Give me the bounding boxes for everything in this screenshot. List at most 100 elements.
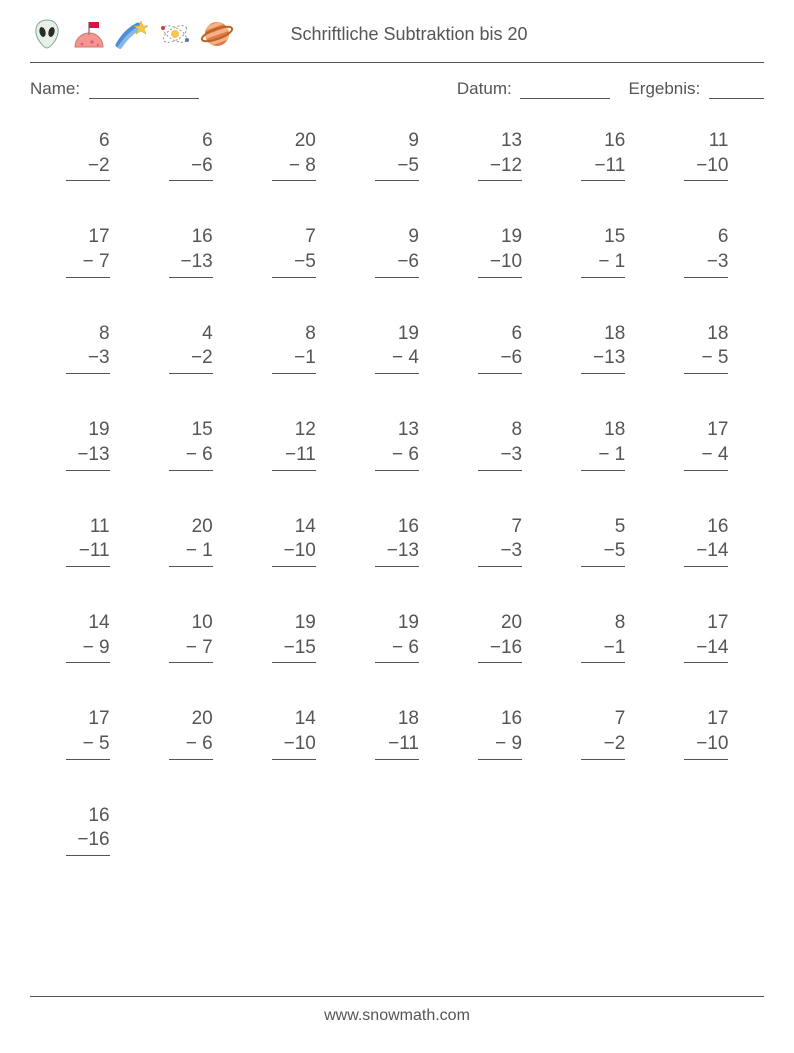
info-row: Name: Datum: Ergebnis:	[30, 79, 764, 99]
problem-top: 8	[478, 418, 522, 443]
problem-bottom: − 8	[272, 154, 316, 179]
problem-bottom: −14	[684, 636, 728, 661]
header-icons	[30, 17, 234, 51]
problem-rule	[375, 277, 419, 280]
problem-rule	[581, 470, 625, 473]
problem-bottom: −10	[272, 539, 316, 564]
problem-bottom: −13	[66, 443, 110, 468]
name-label: Name:	[30, 79, 80, 98]
problem: 18−13	[552, 322, 655, 376]
problem-bottom: − 6	[375, 443, 419, 468]
problem-rule	[66, 277, 110, 280]
problem-top: 20	[478, 611, 522, 636]
problem-top: 15	[581, 225, 625, 250]
problem: 8−1	[242, 322, 345, 376]
problem-rule	[169, 662, 213, 665]
problem-bottom: −11	[272, 443, 316, 468]
problem-bottom: −12	[478, 154, 522, 179]
problem-rule	[684, 662, 728, 665]
problem-rule	[478, 470, 522, 473]
problem-top: 9	[375, 225, 419, 250]
problem-bottom: −11	[581, 154, 625, 179]
problem: 17− 4	[655, 418, 758, 472]
problem-top: 8	[66, 322, 110, 347]
problem-bottom: −2	[66, 154, 110, 179]
problem: 8−1	[552, 611, 655, 665]
problem-top: 6	[478, 322, 522, 347]
problem-rule	[375, 759, 419, 762]
problem-bottom: − 6	[375, 636, 419, 661]
problem-bottom: −1	[581, 636, 625, 661]
problem-rule	[684, 277, 728, 280]
problem-bottom: −10	[684, 154, 728, 179]
problems-grid: 6−26−620− 89−513−1216−1111−1017− 716−137…	[30, 129, 764, 858]
problem: 14−10	[242, 515, 345, 569]
result-blank[interactable]	[709, 82, 764, 99]
name-blank[interactable]	[89, 82, 199, 99]
problem-top: 20	[272, 129, 316, 154]
problem: 17− 5	[36, 707, 139, 761]
problem-top: 13	[478, 129, 522, 154]
problem-rule	[684, 470, 728, 473]
problem-rule	[66, 662, 110, 665]
problem-bottom: −3	[66, 346, 110, 371]
problem-rule	[66, 373, 110, 376]
problem: 13−12	[449, 129, 552, 183]
problem-bottom: − 1	[169, 539, 213, 564]
page-title: Schriftliche Subtraktion bis 20	[234, 24, 584, 45]
problem-bottom: −3	[684, 250, 728, 275]
problem: 13− 6	[345, 418, 448, 472]
problem-top: 16	[169, 225, 213, 250]
problem-top: 16	[581, 129, 625, 154]
problem-top: 8	[581, 611, 625, 636]
problem: 5−5	[552, 515, 655, 569]
problem-rule	[684, 180, 728, 183]
problem-rule	[581, 662, 625, 665]
problem-top: 19	[375, 322, 419, 347]
problem-rule	[684, 373, 728, 376]
problem: 20− 8	[242, 129, 345, 183]
problem-rule	[169, 277, 213, 280]
problem-top: 18	[581, 322, 625, 347]
problem: 16−16	[36, 804, 139, 858]
problem-top: 15	[169, 418, 213, 443]
problem-rule	[66, 470, 110, 473]
problem-top: 7	[272, 225, 316, 250]
alien-icon	[30, 17, 64, 51]
problem-rule	[169, 180, 213, 183]
planet-icon	[200, 17, 234, 51]
problem-rule	[375, 566, 419, 569]
problem-top: 7	[478, 515, 522, 540]
problem-rule	[581, 373, 625, 376]
date-label: Datum:	[457, 79, 512, 98]
problem-top: 18	[684, 322, 728, 347]
date-blank[interactable]	[520, 82, 610, 99]
problem-rule	[478, 759, 522, 762]
problem: 16− 9	[449, 707, 552, 761]
problem-rule	[581, 180, 625, 183]
header: Schriftliche Subtraktion bis 20	[30, 12, 764, 56]
problem-top: 19	[478, 225, 522, 250]
problem-rule	[375, 180, 419, 183]
problem: 11−11	[36, 515, 139, 569]
problem-bottom: −13	[169, 250, 213, 275]
date-field: Datum:	[457, 79, 611, 99]
worksheet-page: Schriftliche Subtraktion bis 20 Name: Da…	[0, 0, 794, 1053]
problem: 7−5	[242, 225, 345, 279]
problem: 4−2	[139, 322, 242, 376]
problem-bottom: −1	[272, 346, 316, 371]
problem: 6−2	[36, 129, 139, 183]
problem-bottom: −16	[478, 636, 522, 661]
problem: 16−11	[552, 129, 655, 183]
problem-bottom: − 1	[581, 443, 625, 468]
result-field: Ergebnis:	[628, 79, 764, 99]
problem-bottom: − 6	[169, 443, 213, 468]
problem-top: 17	[684, 707, 728, 732]
result-label: Ergebnis:	[628, 79, 700, 98]
problem-top: 8	[272, 322, 316, 347]
problem-bottom: − 1	[581, 250, 625, 275]
problem-top: 14	[66, 611, 110, 636]
problem-top: 9	[375, 129, 419, 154]
problem-bottom: −5	[581, 539, 625, 564]
problem-rule	[581, 759, 625, 762]
